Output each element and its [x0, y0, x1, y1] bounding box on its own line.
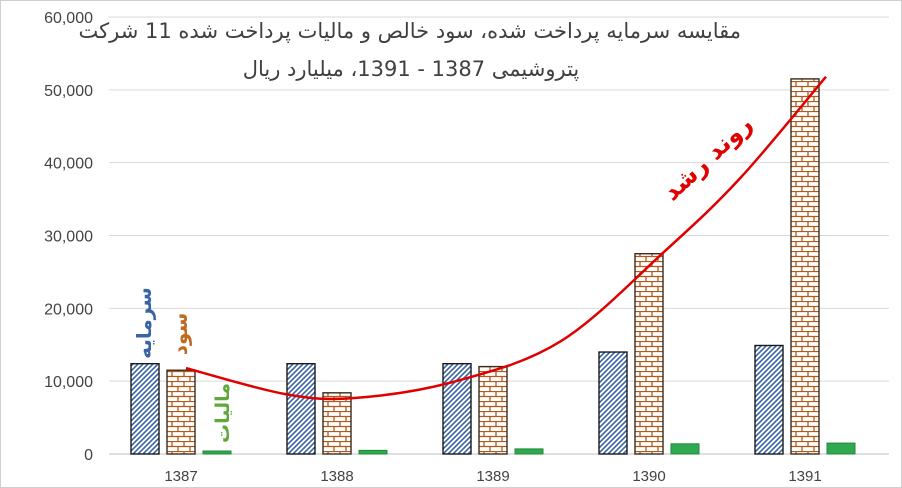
series-label: سود: [168, 313, 192, 355]
bar-capital: [598, 351, 628, 455]
bar-tax: [514, 448, 544, 455]
series-label: مالیات: [212, 383, 234, 443]
bar-tax: [202, 450, 232, 455]
y-tick-label: 60,000: [44, 10, 93, 27]
bar-tax: [358, 449, 388, 455]
y-tick-label: 20,000: [44, 301, 93, 318]
bar-profit: [166, 369, 196, 455]
bar-capital: [442, 362, 472, 455]
bar-profit: [322, 392, 352, 455]
bar-profit: [478, 365, 508, 455]
chart-title-line-2: پتروشیمی 1387 - 1391، میلیارد ریال: [242, 57, 580, 81]
y-tick-label: 0: [84, 447, 93, 464]
bar-tax: [670, 443, 700, 455]
x-tick-label: 1389: [476, 468, 509, 485]
bar-capital: [286, 362, 316, 455]
series-label: سرمایه: [132, 287, 156, 359]
x-tick-label: 1388: [320, 468, 353, 485]
trend-label: روند رشد: [657, 110, 757, 206]
trend-curve: [185, 75, 827, 401]
bar-profit: [790, 78, 820, 455]
y-tick-label: 50,000: [44, 83, 93, 100]
bar-profit: [634, 253, 664, 455]
bar-tax: [826, 442, 856, 455]
y-tick-label: 40,000: [44, 156, 93, 173]
bar-capital: [130, 362, 160, 455]
y-tick-label: 30,000: [44, 229, 93, 246]
bar-capital: [754, 344, 784, 455]
x-tick-label: 1387: [164, 468, 197, 485]
x-tick-label: 1390: [632, 468, 665, 485]
x-tick-label: 1391: [788, 468, 821, 485]
y-tick-label: 10,000: [44, 374, 93, 391]
chart-title-line-1: مقایسه سرمایه پرداخت شده، سود خالص و مال…: [78, 19, 741, 43]
